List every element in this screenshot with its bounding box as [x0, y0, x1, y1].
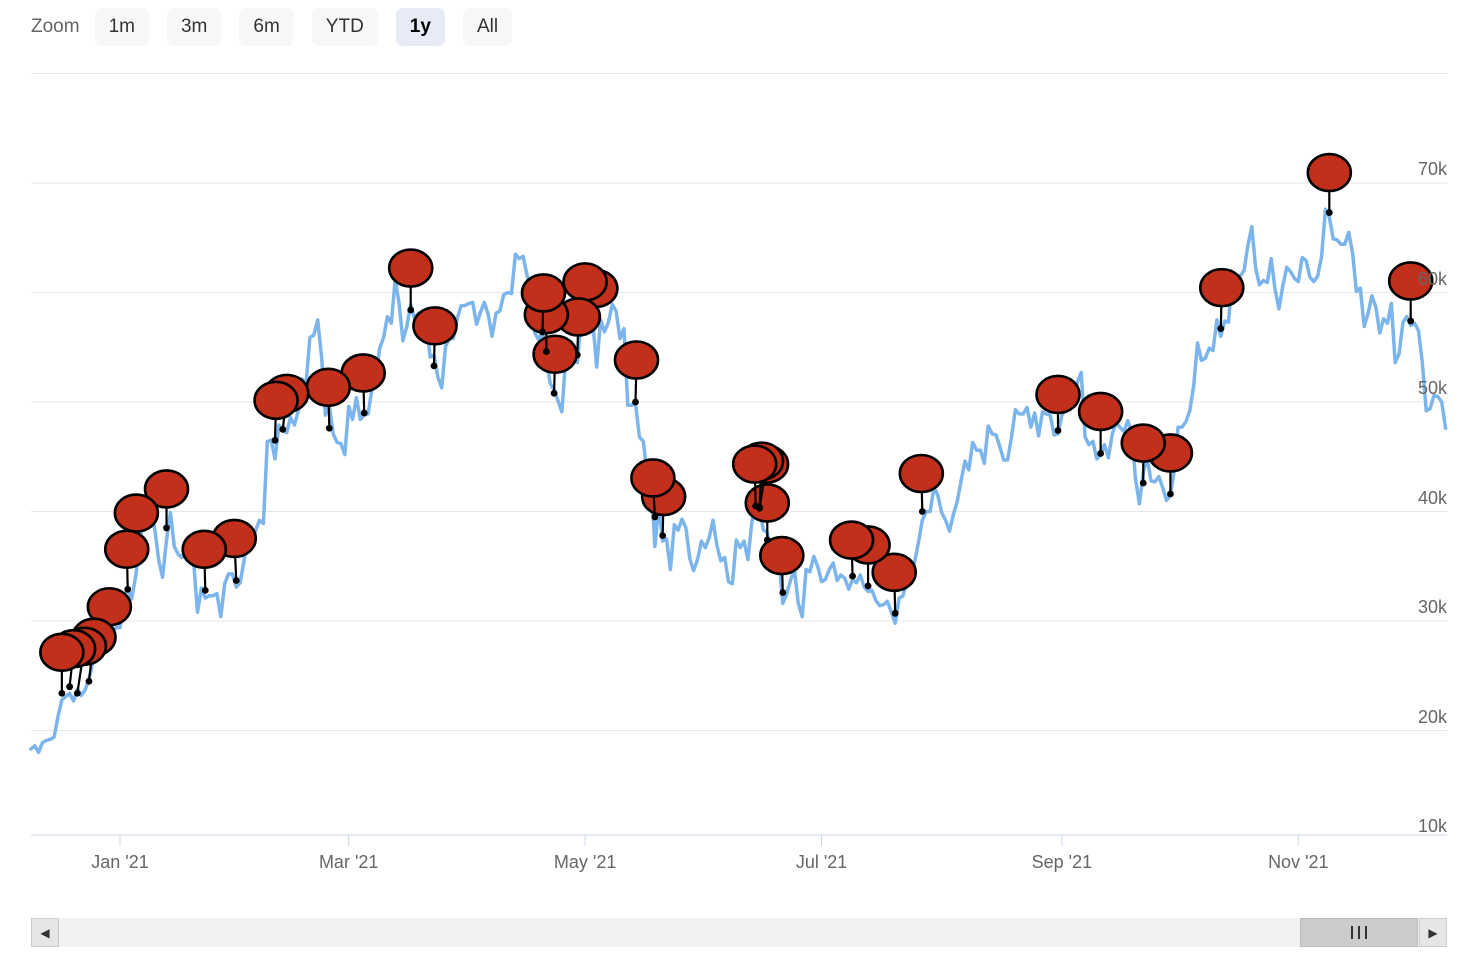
flag-anchor-dot: [539, 328, 546, 336]
flag-anchor-dot: [891, 609, 899, 617]
y-axis-label-10k: 10k: [1417, 816, 1447, 836]
flag-anchor-dot: [779, 589, 787, 596]
flag-anchor-dot: [1054, 427, 1062, 434]
flag-anchor-dot: [1097, 450, 1105, 457]
event-flag-marker[interactable]: [181, 529, 228, 570]
event-flag-marker[interactable]: [103, 529, 150, 570]
event-flag-marker[interactable]: [1198, 267, 1245, 308]
event-flag-marker[interactable]: [113, 493, 160, 533]
flag-anchor-dot: [550, 389, 558, 397]
range-button-all[interactable]: All: [462, 8, 513, 46]
flag-anchor-dot: [542, 348, 550, 356]
flag-anchor-dot: [66, 683, 74, 691]
flag-anchor-dot: [849, 572, 856, 580]
right-arrow-icon: ▶: [1428, 925, 1438, 940]
flag-anchor-dot: [918, 508, 926, 515]
x-axis-label-mar: Mar '21: [318, 852, 379, 872]
grip-lines-icon: [1365, 926, 1367, 939]
scrollbar-track[interactable]: [59, 918, 1419, 947]
x-axis-label-jan: Jan '21: [91, 852, 149, 872]
event-flag-marker[interactable]: [744, 483, 791, 523]
flag-anchor-dot: [271, 436, 279, 444]
flag-anchor-dot: [163, 524, 170, 532]
y-axis-label-50k: 50k: [1417, 378, 1447, 398]
event-flag-marker[interactable]: [1077, 391, 1124, 432]
event-flag-marker[interactable]: [1035, 374, 1081, 415]
flag-anchor-dot: [763, 536, 771, 544]
y-axis-label-40k: 40k: [1417, 487, 1447, 508]
event-flag-marker[interactable]: [253, 380, 299, 421]
flag-anchor-dot: [407, 306, 415, 314]
range-button-6m[interactable]: 6m: [239, 8, 294, 46]
range-button-1m[interactable]: 1m: [94, 8, 149, 46]
x-axis-label-sep: Sep '21: [1031, 852, 1093, 872]
x-axis-label-jul: Jul '21: [795, 852, 848, 872]
event-flag-marker[interactable]: [731, 444, 778, 484]
flag-anchor-dot: [124, 585, 132, 593]
toolbar-divider: [31, 73, 1447, 74]
x-axis-label-may: May '21: [553, 852, 617, 872]
y-axis-label-60k: 60k: [1417, 268, 1447, 289]
event-flag-marker[interactable]: [387, 248, 434, 288]
scrollbar-thumb[interactable]: [1300, 918, 1418, 947]
flag-anchor-dot: [632, 398, 639, 406]
event-flag-marker[interactable]: [39, 632, 85, 673]
x-axis-label-nov: Nov '21: [1268, 852, 1329, 872]
range-button-ytd[interactable]: YTD: [311, 8, 378, 46]
event-flag-marker[interactable]: [871, 552, 918, 593]
y-axis-label-20k: 20k: [1417, 706, 1447, 727]
y-axis-label-70k: 70k: [1417, 159, 1447, 179]
flag-anchor-dot: [85, 677, 93, 685]
event-flag-marker[interactable]: [898, 453, 945, 494]
event-flag-marker[interactable]: [412, 306, 458, 346]
flag-anchor-dot: [659, 532, 667, 539]
flag-anchor-dot: [201, 586, 209, 594]
event-flag-marker[interactable]: [1387, 261, 1434, 301]
flag-anchor-dot: [58, 689, 66, 697]
scrollbar-right-button[interactable]: ▶: [1419, 918, 1447, 947]
flag-anchor-dot: [430, 362, 438, 370]
event-flag-marker[interactable]: [305, 367, 352, 408]
event-flag-marker[interactable]: [758, 535, 805, 576]
flag-anchor-dot: [325, 424, 333, 432]
y-axis-label-30k: 30k: [1417, 597, 1447, 617]
event-flag-marker[interactable]: [630, 458, 676, 498]
flag-anchor-dot: [1217, 325, 1225, 333]
event-flag-marker[interactable]: [532, 334, 578, 375]
zoom-label: Zoom: [31, 16, 80, 37]
event-flag-marker[interactable]: [562, 262, 608, 302]
chart-scrollbar: ◀ ▶: [31, 918, 1447, 947]
grip-lines-icon: [1351, 926, 1353, 939]
flag-anchor-dot: [232, 577, 240, 584]
event-flag-marker[interactable]: [613, 340, 660, 380]
flag-anchor-dot: [279, 425, 287, 433]
left-arrow-icon: ◀: [40, 925, 50, 940]
flag-anchor-dot: [1139, 479, 1147, 487]
event-flag-marker[interactable]: [1120, 423, 1167, 463]
event-flag-marker[interactable]: [828, 520, 875, 560]
grip-lines-icon: [1358, 926, 1360, 939]
flag-anchor-dot: [360, 409, 368, 417]
event-flag-marker[interactable]: [143, 469, 190, 509]
flag-anchor-dot: [1325, 209, 1333, 216]
range-button-1y[interactable]: 1y: [395, 8, 445, 46]
flag-anchor-dot: [73, 689, 81, 697]
range-button-3m[interactable]: 3m: [166, 8, 222, 46]
event-flag-marker[interactable]: [1306, 152, 1353, 193]
scrollbar-left-button[interactable]: ◀: [31, 918, 59, 947]
price-line: [29, 207, 1448, 755]
flag-anchor-dot: [1166, 490, 1174, 498]
flag-anchor-dot: [752, 502, 760, 510]
flag-anchor-dot: [1407, 317, 1415, 325]
range-selector: Zoom 1m 3m 6m YTD 1y All: [31, 8, 530, 46]
flag-anchor-dot: [651, 513, 659, 521]
event-flag-marker[interactable]: [520, 273, 567, 313]
flag-anchor-dot: [864, 582, 872, 590]
